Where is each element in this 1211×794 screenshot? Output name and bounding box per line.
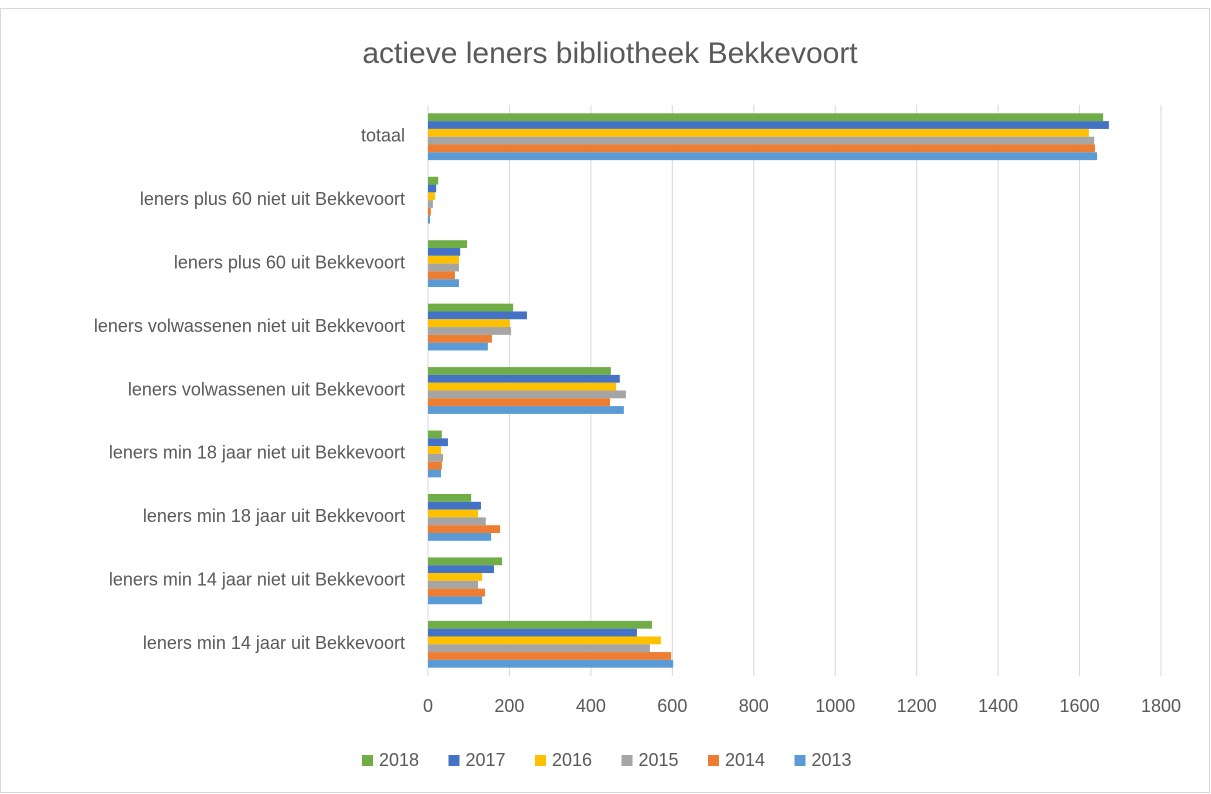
bar <box>428 207 431 216</box>
bar <box>428 509 479 518</box>
legend-swatch <box>362 755 373 766</box>
x-tick-label: 800 <box>739 696 769 716</box>
bar <box>428 279 459 288</box>
x-tick-label: 0 <box>423 696 433 716</box>
bar <box>428 461 442 470</box>
bar <box>428 659 674 668</box>
legend-swatch <box>794 755 806 766</box>
bar <box>428 200 433 208</box>
legend-label: 2014 <box>725 750 765 770</box>
legend-swatch <box>621 755 633 766</box>
bar <box>428 469 442 478</box>
bar <box>428 636 661 645</box>
chart-title: actieve leners bibliotheek Bekkevoort <box>362 37 858 70</box>
bar <box>428 215 431 224</box>
bar <box>428 517 486 526</box>
legend-swatch <box>708 755 719 766</box>
bar <box>428 327 512 335</box>
bar <box>428 652 672 660</box>
bar <box>428 565 494 574</box>
y-tick-label: leners plus 60 uit Bekkevoort <box>174 252 405 272</box>
bar <box>428 580 479 589</box>
bar <box>428 573 483 581</box>
bar <box>428 144 1096 153</box>
legend-swatch <box>448 755 460 766</box>
bar <box>428 453 444 462</box>
legend-label: 2018 <box>379 750 419 770</box>
bar <box>428 255 459 264</box>
bar <box>428 501 481 510</box>
bar <box>428 152 1098 161</box>
legend-swatch <box>535 755 546 766</box>
legend-label: 2017 <box>466 750 506 770</box>
x-tick-label: 1400 <box>978 696 1018 716</box>
x-tick-label: 1000 <box>815 696 855 716</box>
x-tick-label: 600 <box>657 696 687 716</box>
y-tick-label: leners min 14 jaar uit Bekkevoort <box>143 633 405 653</box>
x-tick-label: 1800 <box>1141 696 1181 716</box>
bar <box>428 303 514 312</box>
bar <box>428 532 492 541</box>
bar <box>428 311 527 320</box>
y-tick-label: leners volwassenen niet uit Bekkevoort <box>94 316 405 336</box>
bar <box>428 620 652 629</box>
bar <box>428 263 459 272</box>
bar <box>428 628 637 637</box>
y-tick-label: leners min 14 jaar niet uit Bekkevoort <box>109 570 405 590</box>
x-tick-label: 200 <box>494 696 524 716</box>
bar <box>428 192 435 201</box>
bar <box>428 176 439 185</box>
bar <box>428 113 1104 122</box>
bar <box>428 588 486 597</box>
bar <box>428 248 461 256</box>
y-tick-label: leners min 18 jaar uit Bekkevoort <box>143 506 405 526</box>
bar <box>428 557 503 566</box>
bar <box>428 184 437 193</box>
bar <box>428 493 472 502</box>
bar <box>428 644 650 653</box>
x-tick-label: 1600 <box>1060 696 1100 716</box>
bar <box>428 406 624 414</box>
bar <box>428 446 442 454</box>
x-tick-label: 1200 <box>897 696 937 716</box>
bar <box>428 596 483 605</box>
y-tick-label: leners min 18 jaar niet uit Bekkevoort <box>109 443 405 463</box>
bar <box>428 240 468 249</box>
legend-label: 2013 <box>812 750 852 770</box>
bar <box>428 390 626 399</box>
y-tick-label: leners volwassenen uit Bekkevoort <box>128 379 405 399</box>
bar <box>428 525 501 533</box>
bar <box>428 430 442 439</box>
bar <box>428 334 492 343</box>
bar <box>428 271 455 280</box>
x-tick-label: 400 <box>576 696 606 716</box>
legend-label: 2016 <box>552 750 592 770</box>
bar <box>428 128 1089 137</box>
bar <box>428 438 448 447</box>
bar <box>428 136 1095 145</box>
bar <box>428 342 488 351</box>
bar <box>428 121 1109 129</box>
bar <box>428 319 510 328</box>
bar <box>428 398 611 407</box>
y-tick-label: totaal <box>361 125 405 145</box>
bar <box>428 374 620 383</box>
y-tick-label: leners plus 60 niet uit Bekkevoort <box>140 189 405 209</box>
legend-label: 2015 <box>639 750 679 770</box>
bar <box>428 382 617 391</box>
bar <box>428 367 611 375</box>
